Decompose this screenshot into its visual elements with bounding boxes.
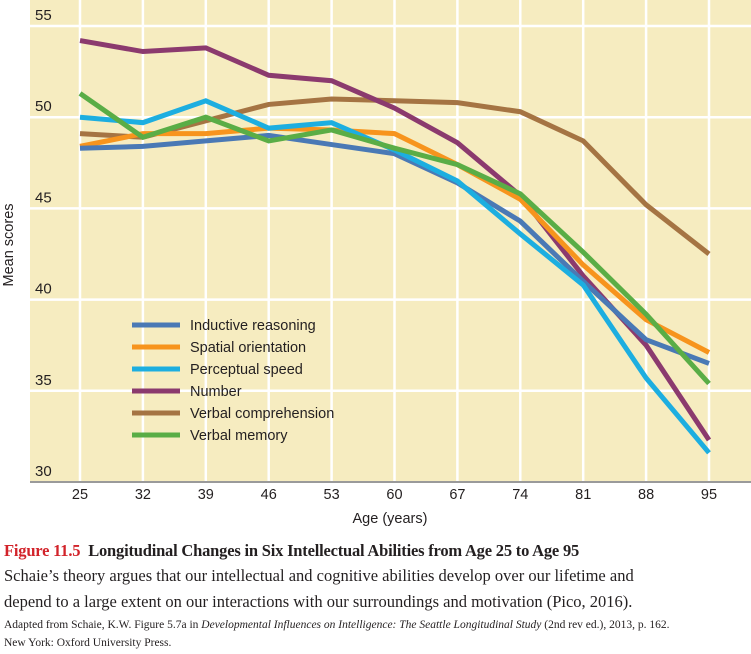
caption-source-publisher: New York: Oxford University Press. <box>4 637 172 649</box>
y-tick-label: 30 <box>35 463 52 480</box>
caption-body-line: depend to a large extent on our interact… <box>4 592 633 611</box>
line-chart: 25 32 39 46 53 60 67 74 81 88 95 30 35 40 45 50 55 Age (… <box>1 0 751 527</box>
y-tick-label: 35 <box>35 372 52 389</box>
legend-label: Spatial orientation <box>190 340 306 356</box>
x-tick-label: 39 <box>198 487 214 503</box>
legend-label: Perceptual speed <box>190 362 303 378</box>
x-axis-label: Age (years) <box>353 511 428 527</box>
x-tick-label: 67 <box>449 487 465 503</box>
x-tick-label: 81 <box>575 487 591 503</box>
figure-number: Figure 11.5 <box>4 541 81 560</box>
figure-caption-title: Figure 11.5 Longitudinal Changes in Six … <box>4 541 579 561</box>
series-line-inductive-reasoning <box>79 132 710 366</box>
x-tick-label: 74 <box>512 487 528 503</box>
caption-source: Adapted from Schaie, K.W. Figure 5.7a in… <box>4 619 669 631</box>
y-tick-label: 45 <box>35 189 52 206</box>
y-tick-label-bg <box>31 368 75 389</box>
legend-label: Verbal memory <box>190 428 288 444</box>
source-prefix: Adapted from Schaie, K.W. Figure 5.7a in <box>4 619 202 631</box>
legend-label: Verbal comprehension <box>190 406 334 422</box>
series-line-verbal-memory <box>78 91 711 386</box>
source-book-title: Developmental Influences on Intelligence… <box>201 619 542 631</box>
legend-label: Number <box>190 384 242 400</box>
y-tick-label-bg <box>31 4 75 24</box>
x-tick-label: 32 <box>135 487 151 503</box>
x-tick-label: 60 <box>386 487 402 503</box>
x-tick-label: 25 <box>72 487 88 503</box>
y-tick-label: 55 <box>35 7 52 24</box>
legend: Inductive reasoning Spatial orientation Pe… <box>132 318 334 444</box>
y-axis-label: Mean scores <box>1 203 17 286</box>
y-tick-label: 40 <box>35 281 52 298</box>
x-tick-label: 88 <box>638 487 654 503</box>
source-suffix: (2nd rev ed.), 2013, p. 162. <box>541 619 670 631</box>
y-tick-label: 50 <box>35 98 52 115</box>
x-tick-label: 46 <box>261 487 277 503</box>
plot-background <box>30 0 751 482</box>
y-tick-label-bg <box>31 277 75 298</box>
figure-title: Longitudinal Changes in Six Intellectual… <box>88 541 580 560</box>
x-tick-label: 95 <box>701 487 717 503</box>
caption-body-line: Schaie’s theory argues that our intellec… <box>4 566 634 585</box>
legend-label: Inductive reasoning <box>190 318 316 334</box>
series-line-spatial-orientation <box>79 125 711 355</box>
x-tick-label: 53 <box>324 487 340 503</box>
y-tick-label-bg <box>31 186 75 207</box>
y-tick-label-bg <box>31 95 75 116</box>
y-tick-label-bg <box>31 460 75 480</box>
